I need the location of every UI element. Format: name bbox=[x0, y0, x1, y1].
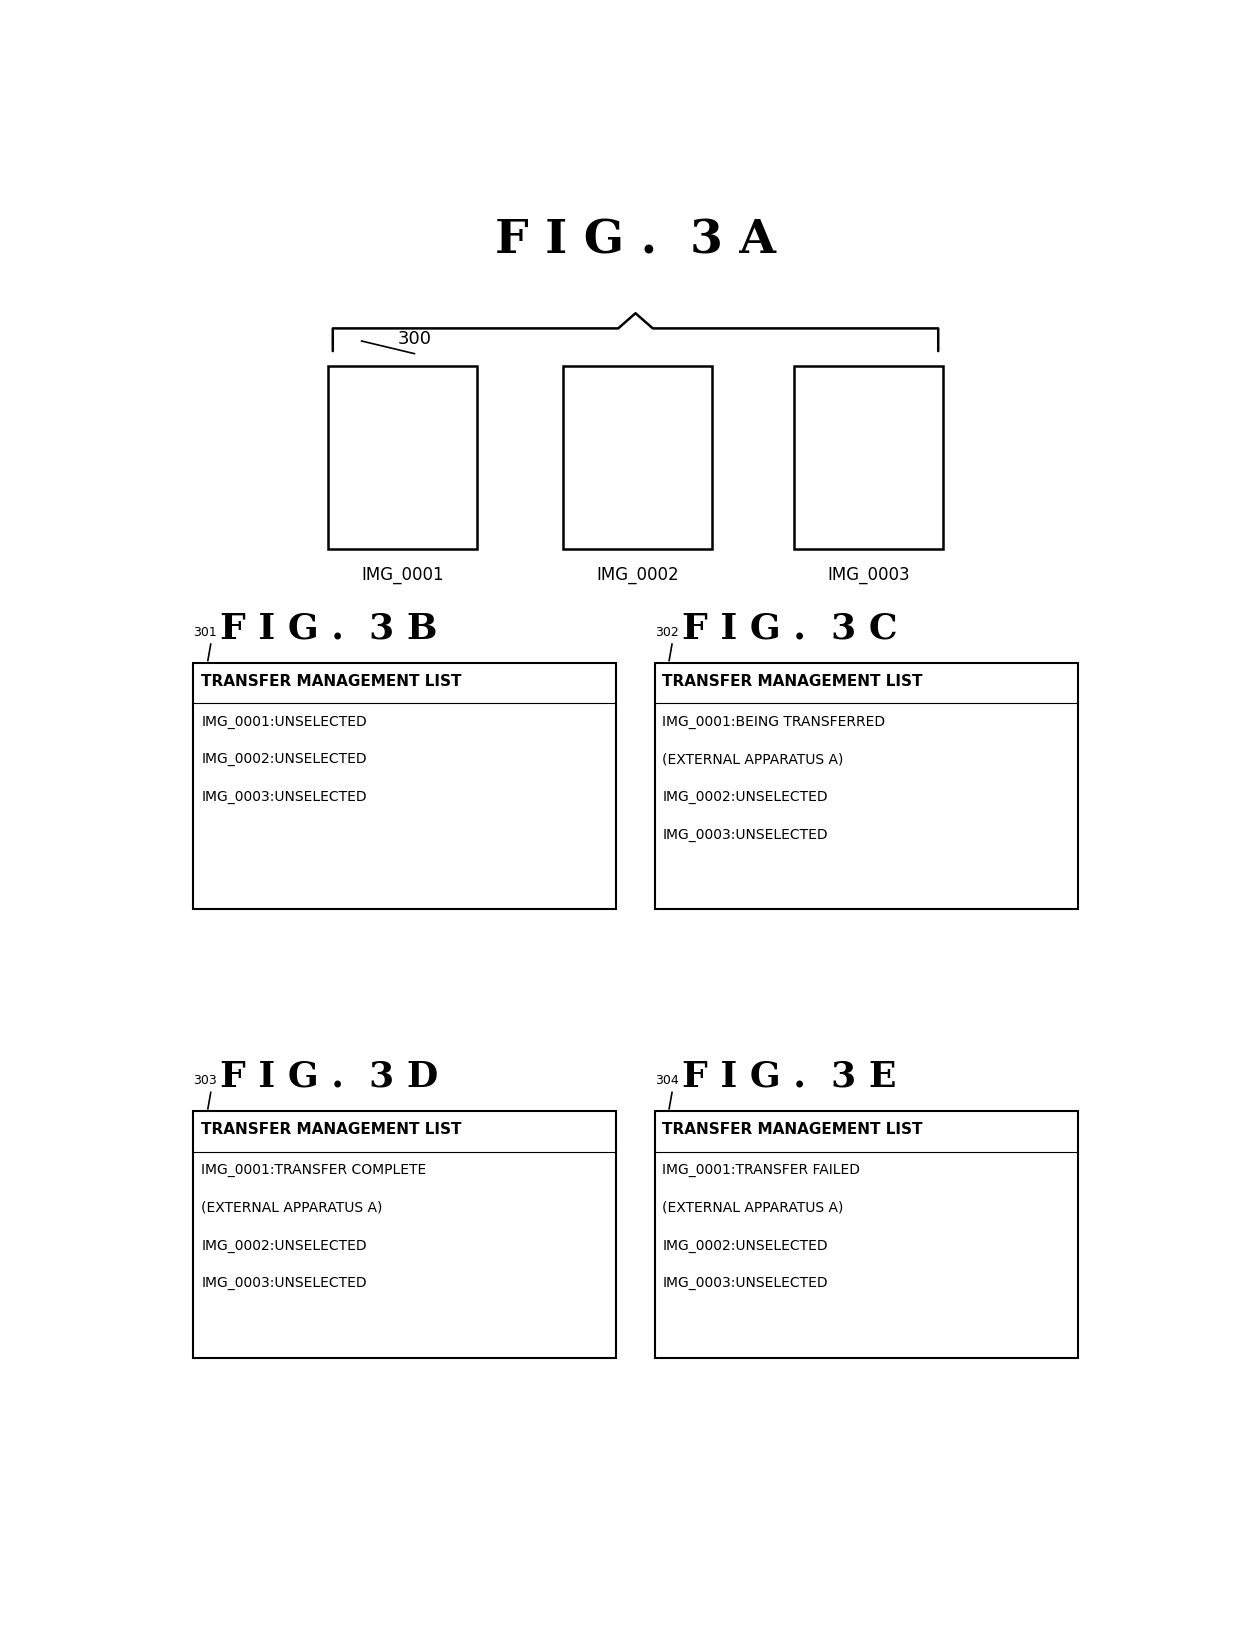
Text: IMG_0003:UNSELECTED: IMG_0003:UNSELECTED bbox=[662, 828, 828, 842]
Text: IMG_0001:UNSELECTED: IMG_0001:UNSELECTED bbox=[201, 715, 367, 728]
Bar bbox=[327, 367, 477, 551]
Text: F I G .  3 B: F I G . 3 B bbox=[221, 611, 438, 644]
Text: (EXTERNAL APPARATUS A): (EXTERNAL APPARATUS A) bbox=[662, 1200, 843, 1214]
Text: IMG_0001:TRANSFER FAILED: IMG_0001:TRANSFER FAILED bbox=[662, 1162, 861, 1177]
Text: IMG_0003:UNSELECTED: IMG_0003:UNSELECTED bbox=[662, 1275, 828, 1290]
Bar bbox=[193, 1111, 616, 1357]
Text: TRANSFER MANAGEMENT LIST: TRANSFER MANAGEMENT LIST bbox=[201, 674, 461, 688]
Text: F I G .  3 E: F I G . 3 E bbox=[682, 1059, 897, 1093]
Bar bbox=[655, 1111, 1078, 1357]
Text: (EXTERNAL APPARATUS A): (EXTERNAL APPARATUS A) bbox=[201, 1200, 382, 1214]
Text: F I G .  3 C: F I G . 3 C bbox=[682, 611, 898, 644]
Text: IMG_0002:UNSELECTED: IMG_0002:UNSELECTED bbox=[201, 752, 367, 765]
Text: 301: 301 bbox=[193, 626, 217, 638]
Bar bbox=[655, 664, 1078, 910]
Text: 303: 303 bbox=[193, 1074, 217, 1087]
Text: 300: 300 bbox=[398, 329, 432, 347]
Text: IMG_0001:TRANSFER COMPLETE: IMG_0001:TRANSFER COMPLETE bbox=[201, 1162, 427, 1177]
Bar bbox=[794, 367, 944, 551]
Bar bbox=[193, 664, 616, 910]
Text: IMG_0003:UNSELECTED: IMG_0003:UNSELECTED bbox=[201, 790, 367, 803]
Text: IMG_0002:UNSELECTED: IMG_0002:UNSELECTED bbox=[662, 1237, 828, 1252]
Text: F I G .  3 D: F I G . 3 D bbox=[221, 1059, 439, 1093]
Text: TRANSFER MANAGEMENT LIST: TRANSFER MANAGEMENT LIST bbox=[662, 1121, 923, 1137]
Text: TRANSFER MANAGEMENT LIST: TRANSFER MANAGEMENT LIST bbox=[201, 1121, 461, 1137]
Text: IMG_0002:UNSELECTED: IMG_0002:UNSELECTED bbox=[662, 790, 828, 803]
Text: 302: 302 bbox=[655, 626, 678, 638]
Text: TRANSFER MANAGEMENT LIST: TRANSFER MANAGEMENT LIST bbox=[662, 674, 923, 688]
Text: IMG_0002:UNSELECTED: IMG_0002:UNSELECTED bbox=[201, 1237, 367, 1252]
Text: (EXTERNAL APPARATUS A): (EXTERNAL APPARATUS A) bbox=[662, 752, 843, 765]
Text: IMG_0001: IMG_0001 bbox=[361, 565, 444, 583]
Text: F I G .  3 A: F I G . 3 A bbox=[495, 218, 776, 264]
Text: IMG_0003:UNSELECTED: IMG_0003:UNSELECTED bbox=[201, 1275, 367, 1290]
Text: IMG_0001:BEING TRANSFERRED: IMG_0001:BEING TRANSFERRED bbox=[662, 715, 885, 728]
Text: IMG_0003: IMG_0003 bbox=[827, 565, 910, 583]
Text: 304: 304 bbox=[655, 1074, 678, 1087]
Text: IMG_0002: IMG_0002 bbox=[596, 565, 680, 583]
Bar bbox=[563, 367, 712, 551]
